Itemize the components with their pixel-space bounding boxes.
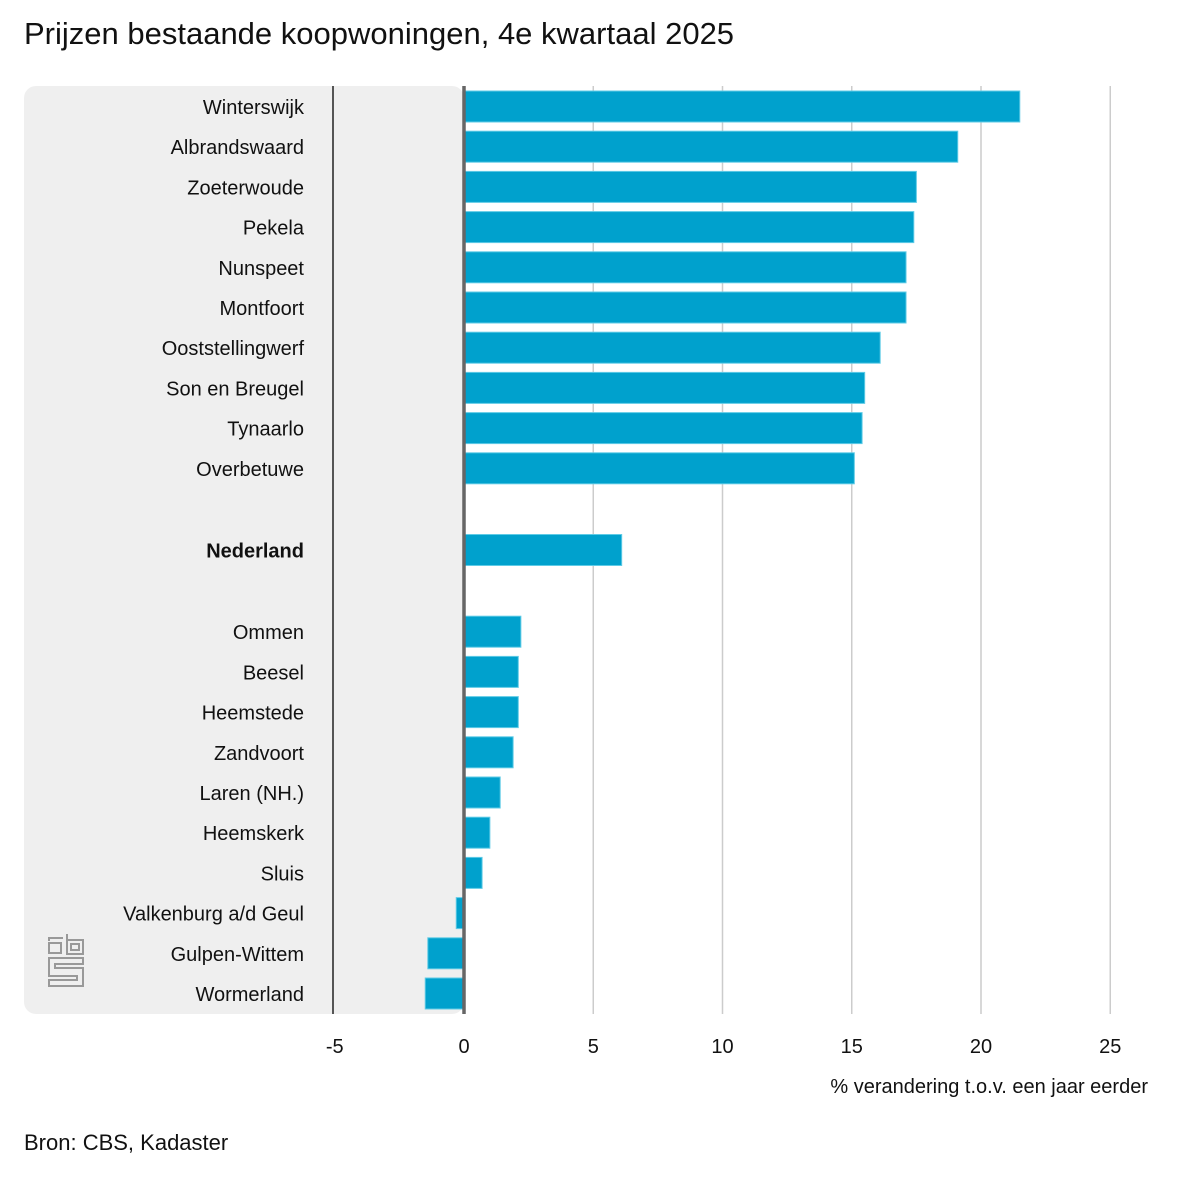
x-tick-label: 15 [841, 1036, 863, 1058]
label-panel [24, 86, 464, 1014]
category-label: Sluis [261, 863, 304, 885]
bar [463, 655, 519, 688]
category-label: Laren (NH.) [200, 783, 304, 805]
bar [463, 856, 483, 889]
category-label: Son en Breugel [166, 378, 304, 400]
bar [463, 211, 915, 244]
x-tick-label: 0 [458, 1036, 469, 1058]
x-tick-label: -5 [326, 1036, 344, 1058]
bar [424, 977, 465, 1010]
x-tick-label: 10 [711, 1036, 733, 1058]
source-note: Bron: CBS, Kadaster [24, 1130, 229, 1155]
category-label: Nederland [206, 541, 304, 563]
bar [463, 251, 907, 284]
x-tick-label: 20 [970, 1036, 992, 1058]
chart-title: Prijzen bestaande koopwoningen, 4e kwart… [24, 16, 735, 51]
bar [463, 736, 514, 769]
bar [463, 615, 522, 648]
category-label: Ommen [233, 622, 304, 644]
bar [463, 534, 623, 566]
category-label: Nunspeet [218, 258, 304, 280]
bar [463, 452, 855, 485]
x-axis-label: % verandering t.o.v. een jaar eerder [830, 1076, 1148, 1098]
category-label: Zoeterwoude [187, 177, 304, 199]
category-label: Valkenburg a/d Geul [123, 904, 304, 926]
bar [463, 90, 1021, 123]
category-label: Wormerland [195, 984, 304, 1006]
category-label: Ooststellingwerf [162, 338, 305, 360]
category-label: Pekela [243, 218, 305, 240]
category-label: Overbetuwe [196, 459, 304, 481]
category-label: Montfoort [220, 298, 305, 320]
x-tick-label: 5 [588, 1036, 599, 1058]
bar [463, 331, 881, 364]
bar [463, 696, 519, 729]
bar [463, 371, 866, 404]
category-label: Winterswijk [203, 97, 305, 119]
bar [463, 412, 863, 445]
bar [427, 937, 465, 970]
category-label: Beesel [243, 662, 304, 684]
bar [463, 776, 501, 809]
bar [463, 130, 959, 163]
cbs-logo-icon [48, 934, 84, 987]
category-label: Heemskerk [203, 823, 305, 845]
x-tick-label: 25 [1099, 1036, 1121, 1058]
category-label: Heemstede [202, 703, 304, 725]
category-label: Tynaarlo [227, 419, 304, 441]
category-label: Gulpen-Wittem [171, 944, 304, 966]
category-label: Albrandswaard [171, 137, 304, 159]
bar [463, 291, 907, 324]
bar [463, 816, 491, 849]
category-label: Zandvoort [214, 743, 304, 765]
bar [463, 170, 917, 203]
